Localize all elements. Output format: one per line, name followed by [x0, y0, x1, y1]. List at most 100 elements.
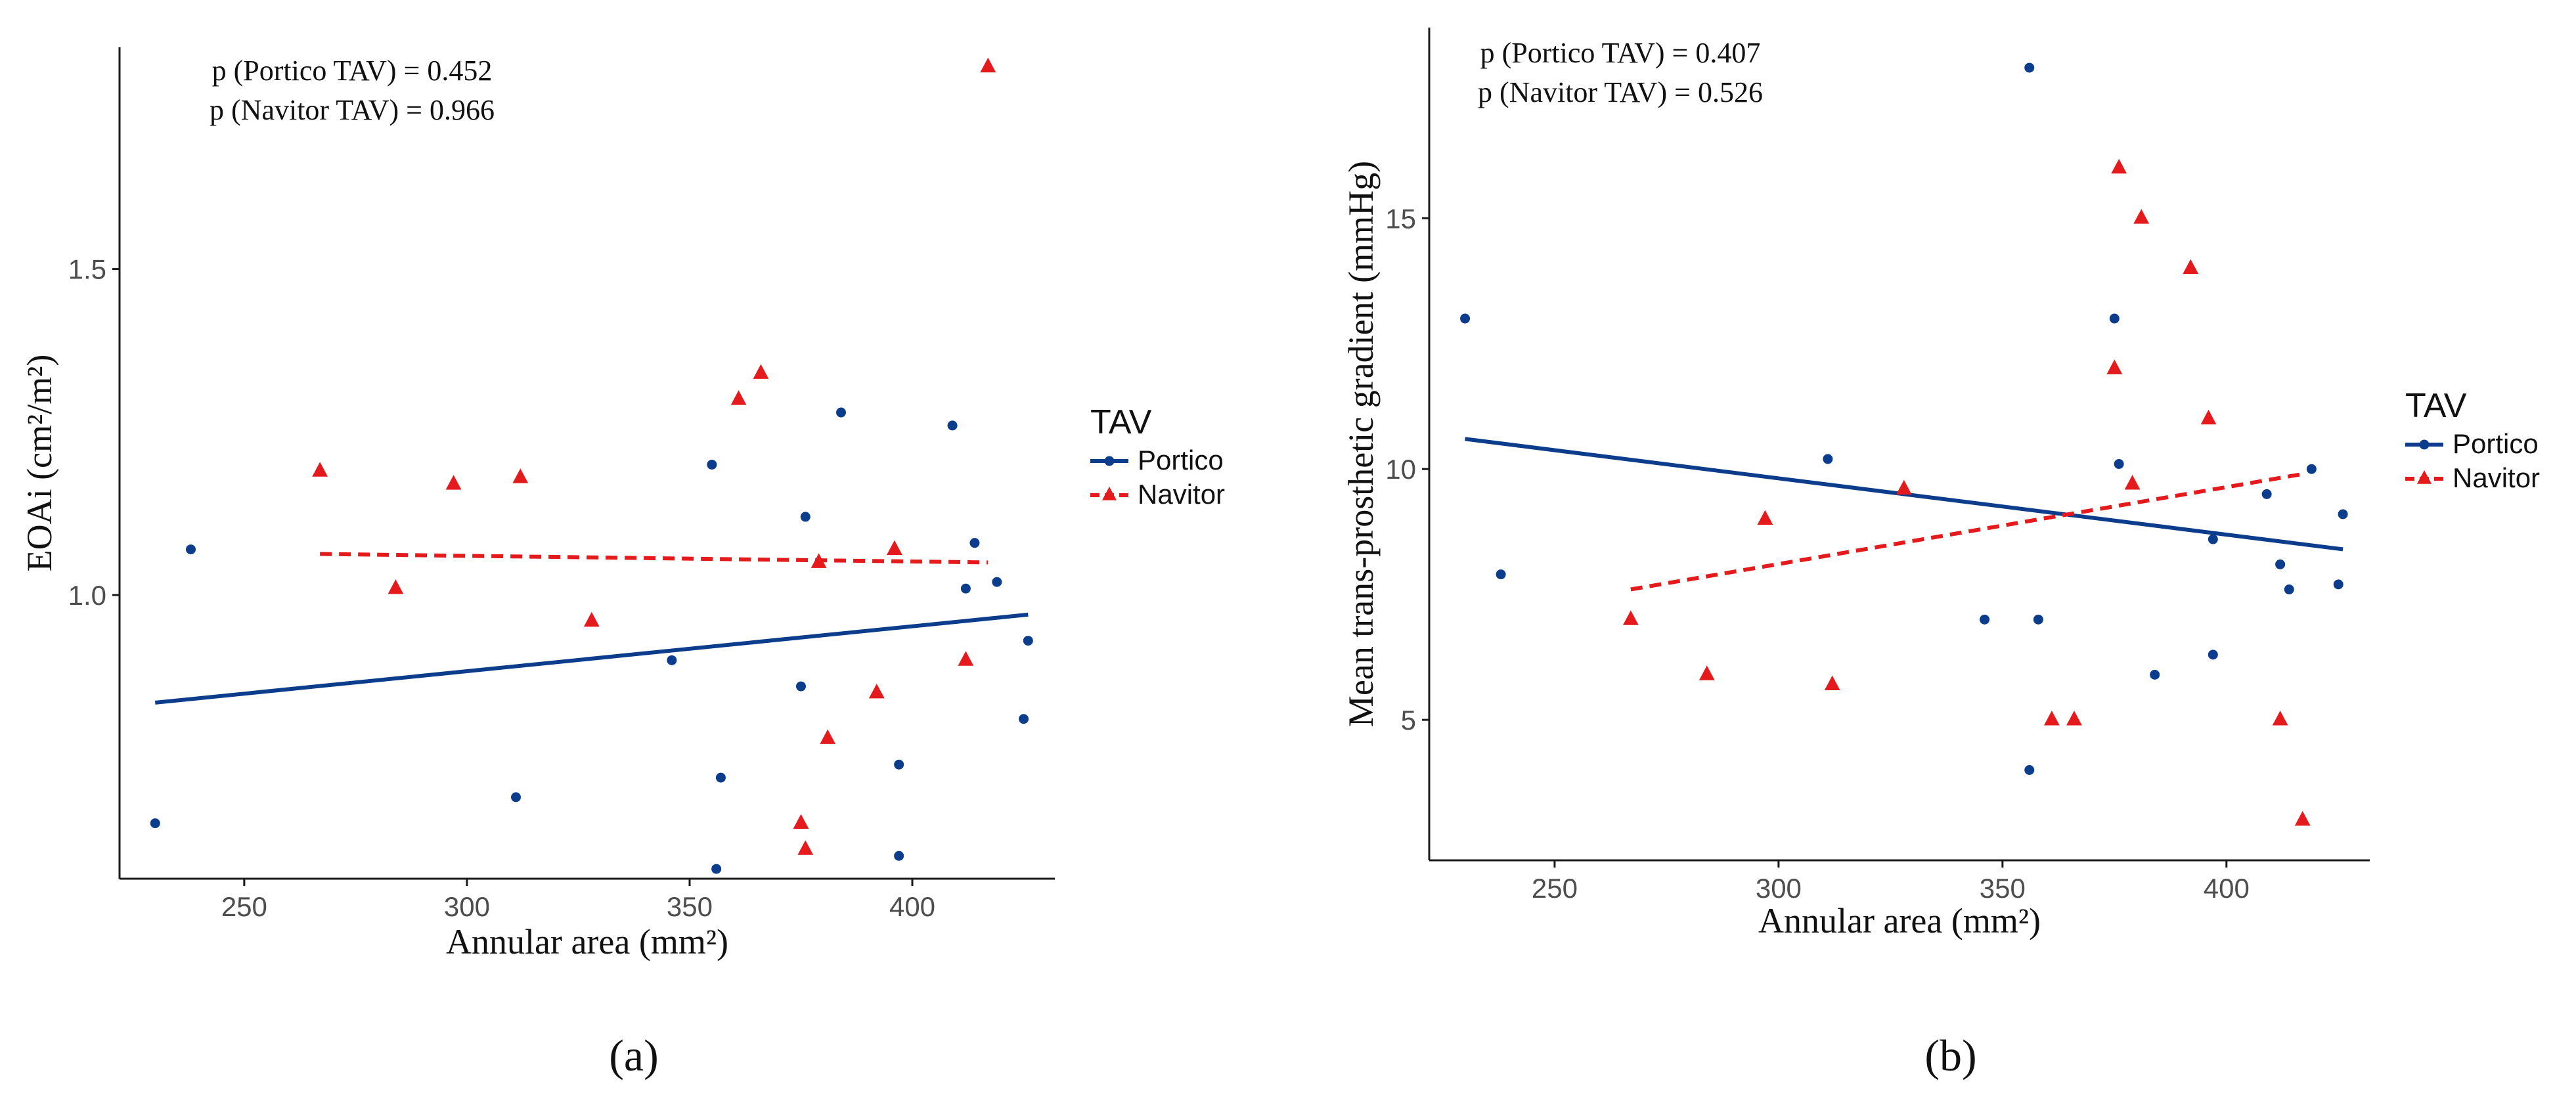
x-tick-label: 250 — [221, 891, 267, 922]
data-point-navitor — [2183, 259, 2199, 275]
series-portico — [150, 407, 1033, 874]
x-tick-label: 350 — [667, 891, 713, 922]
legend-label-navitor: Navitor — [1138, 479, 1225, 510]
data-point-portico — [2024, 62, 2035, 73]
data-point-portico — [2284, 584, 2294, 595]
legend-label-portico: Portico — [2453, 428, 2539, 459]
data-point-navitor — [886, 540, 902, 555]
data-point-navitor — [2043, 711, 2060, 726]
data-point-portico — [2261, 489, 2272, 499]
data-point-portico — [795, 681, 806, 692]
legend-title: TAV — [1090, 403, 1152, 441]
data-point-navitor — [2294, 810, 2311, 826]
chart-panel-b: 250 300 350 400 5 10 15 Annular area (mm²) Mean … — [1341, 28, 2540, 1080]
data-point-navitor — [1757, 510, 1773, 525]
data-point-navitor — [312, 462, 328, 477]
data-point-portico — [960, 583, 971, 594]
x-tick-label: 350 — [1980, 873, 2026, 904]
data-point-navitor — [958, 651, 974, 666]
legend-key-marker-navitor — [1101, 487, 1117, 500]
data-point-portico — [711, 864, 722, 874]
x-tick-label: 400 — [889, 891, 935, 922]
data-point-portico — [2114, 459, 2124, 470]
data-point-navitor — [388, 579, 404, 594]
data-point-portico — [2024, 765, 2035, 776]
data-point-portico — [1023, 636, 1033, 646]
data-point-navitor — [2106, 359, 2123, 374]
data-point-portico — [894, 850, 904, 861]
data-point-portico — [2333, 579, 2343, 590]
data-point-portico — [2208, 650, 2218, 660]
data-point-navitor — [730, 390, 747, 405]
data-point-portico — [667, 655, 677, 665]
y-tick-label: 1.0 — [68, 580, 106, 611]
y-tick-label: 15 — [1385, 203, 1416, 234]
x-axis-title: Annular area (mm²) — [1758, 901, 2041, 940]
x-tick-label: 400 — [2204, 873, 2250, 904]
x-tick-label: 300 — [1756, 873, 1802, 904]
data-point-portico — [836, 407, 847, 418]
data-point-portico — [150, 818, 160, 829]
data-point-portico — [947, 420, 958, 431]
data-point-portico — [1823, 454, 1833, 464]
data-point-portico — [715, 772, 726, 783]
p-value-annotation: p (Navitor TAV) = 0.526 — [1478, 76, 1763, 108]
x-tick-label: 250 — [1532, 873, 1578, 904]
data-point-navitor — [1699, 665, 1715, 680]
x-axis-title: Annular area (mm²) — [446, 922, 728, 961]
data-point-portico — [2306, 464, 2317, 474]
legend-label-navitor: Navitor — [2453, 462, 2540, 493]
data-point-portico — [1496, 569, 1506, 580]
legend-key-marker-navitor — [2416, 470, 2432, 484]
data-point-navitor — [1896, 479, 1912, 495]
p-value-annotation: p (Portico TAV) = 0.452 — [212, 55, 493, 87]
y-axis-title: Mean trans-prosthetic gradient (mmHg) — [1341, 161, 1381, 727]
legend-key-marker-portico — [1104, 456, 1115, 466]
data-point-navitor — [820, 729, 836, 744]
p-value-annotation: p (Portico TAV) = 0.407 — [1480, 37, 1761, 69]
data-point-navitor — [793, 814, 809, 829]
x-tick-label: 300 — [444, 891, 490, 922]
regression-line-portico — [154, 612, 1029, 705]
data-point-navitor — [2066, 711, 2082, 726]
data-point-navitor — [2200, 409, 2217, 425]
data-point-portico — [1019, 714, 1029, 724]
series-portico — [1460, 62, 2348, 776]
panel-label: (a) — [609, 1030, 658, 1080]
data-point-portico — [511, 792, 522, 803]
y-tick-label: 10 — [1385, 454, 1416, 485]
data-point-portico — [1980, 614, 1990, 625]
data-point-portico — [707, 459, 717, 470]
chart-panel-a: 250 300 350 400 1.0 1.5 Annular area (mm²) EOAi… — [20, 47, 1225, 1080]
data-point-navitor — [753, 364, 769, 379]
data-point-portico — [894, 759, 904, 770]
data-point-portico — [1460, 313, 1471, 324]
data-point-navitor — [868, 684, 885, 699]
data-point-portico — [992, 577, 1002, 587]
data-point-portico — [185, 544, 196, 555]
data-point-navitor — [583, 611, 600, 627]
data-point-navitor — [980, 57, 996, 73]
data-point-portico — [2150, 669, 2160, 680]
regression-line-navitor — [320, 552, 988, 565]
series-navitor — [1622, 158, 2311, 826]
data-point-navitor — [2124, 475, 2141, 490]
data-point-portico — [2338, 509, 2348, 519]
data-point-portico — [2033, 614, 2043, 625]
panel-label: (b) — [1924, 1030, 1976, 1080]
y-tick-label: 1.5 — [68, 254, 106, 285]
data-point-portico — [2208, 534, 2218, 544]
data-point-portico — [2109, 313, 2120, 324]
data-point-navitor — [2272, 711, 2288, 726]
data-point-navitor — [2133, 209, 2150, 224]
data-point-navitor — [1824, 675, 1840, 691]
data-point-navitor — [1622, 610, 1639, 625]
data-point-navitor — [797, 840, 814, 855]
legend-key-marker-portico — [2419, 439, 2430, 450]
data-point-portico — [969, 538, 980, 548]
data-point-navitor — [512, 468, 529, 483]
legend-title: TAV — [2405, 387, 2467, 425]
data-point-navitor — [2111, 158, 2127, 174]
y-axis-title: EOAi (cm²/m²) — [20, 355, 59, 572]
